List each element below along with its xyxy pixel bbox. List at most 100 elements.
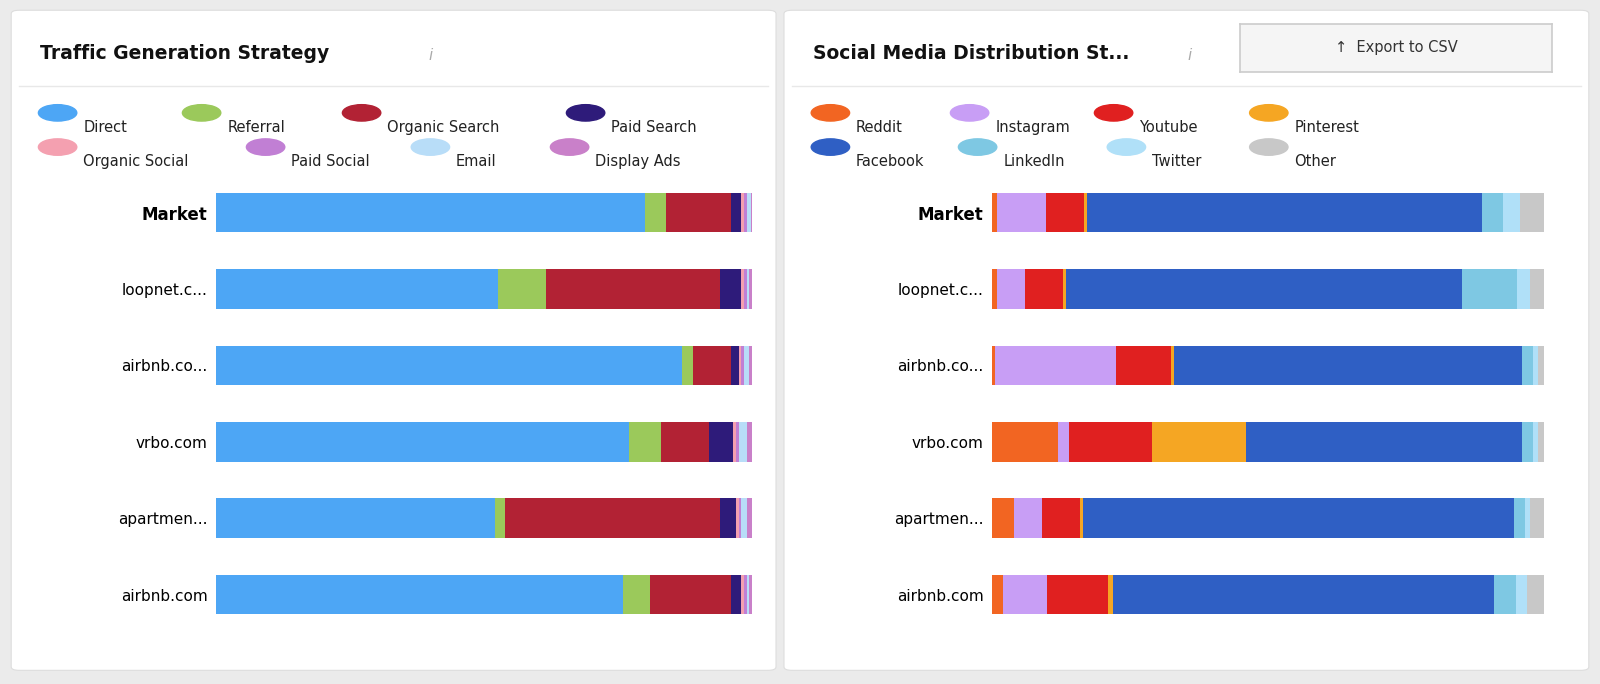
Bar <box>1114 575 1494 614</box>
Bar <box>1069 422 1152 462</box>
Bar <box>216 422 629 462</box>
Bar <box>1494 575 1517 614</box>
Bar <box>1520 193 1544 233</box>
Bar <box>709 422 733 462</box>
Bar <box>995 345 1117 385</box>
Bar <box>1048 575 1107 614</box>
Bar <box>1058 422 1069 462</box>
Bar <box>739 498 741 538</box>
Bar <box>733 422 736 462</box>
Bar <box>992 422 1058 462</box>
Text: Direct: Direct <box>83 120 126 135</box>
Bar <box>736 498 739 538</box>
Bar <box>546 269 720 309</box>
Bar <box>741 345 744 385</box>
Bar <box>741 269 744 309</box>
Text: Pinterest: Pinterest <box>1294 120 1360 135</box>
Bar <box>693 345 731 385</box>
Bar <box>661 422 709 462</box>
Bar <box>1525 498 1530 538</box>
Bar <box>997 269 1026 309</box>
Bar <box>731 575 741 614</box>
Text: Social Media Distribution St...: Social Media Distribution St... <box>813 44 1130 64</box>
Bar <box>747 269 749 309</box>
Bar <box>1517 269 1530 309</box>
Bar <box>741 498 747 538</box>
Bar <box>216 498 494 538</box>
Bar <box>992 345 995 385</box>
Bar <box>1504 193 1520 233</box>
Bar <box>1482 193 1504 233</box>
Bar <box>1462 269 1517 309</box>
Bar <box>739 345 741 385</box>
Text: ↑  Export to CSV: ↑ Export to CSV <box>1334 40 1458 55</box>
Bar <box>1152 422 1246 462</box>
Text: Paid Search: Paid Search <box>611 120 698 135</box>
Text: Other: Other <box>1294 154 1336 169</box>
Bar <box>645 193 666 233</box>
Bar <box>1522 345 1533 385</box>
Text: Instagram: Instagram <box>995 120 1070 135</box>
Bar <box>1522 422 1533 462</box>
Bar <box>749 269 752 309</box>
Bar <box>1246 422 1522 462</box>
Text: i: i <box>1187 48 1192 63</box>
Bar <box>739 422 747 462</box>
Bar <box>744 269 747 309</box>
Bar <box>216 345 682 385</box>
Text: Twitter: Twitter <box>1152 154 1202 169</box>
Bar <box>1174 345 1522 385</box>
Text: Organic Social: Organic Social <box>83 154 189 169</box>
Bar <box>1171 345 1174 385</box>
Bar <box>741 193 744 233</box>
Bar <box>216 575 624 614</box>
Bar <box>1107 575 1114 614</box>
Bar <box>629 422 661 462</box>
Bar <box>1066 269 1462 309</box>
Text: Youtube: Youtube <box>1139 120 1198 135</box>
Bar <box>1064 269 1066 309</box>
Bar <box>1117 345 1171 385</box>
Bar <box>720 498 736 538</box>
Bar <box>749 575 752 614</box>
Bar <box>624 575 650 614</box>
Text: Referral: Referral <box>227 120 285 135</box>
Bar <box>1014 498 1042 538</box>
Bar <box>1533 345 1539 385</box>
Bar <box>1003 575 1048 614</box>
Text: Traffic Generation Strategy: Traffic Generation Strategy <box>40 44 330 64</box>
Bar <box>744 575 747 614</box>
Bar <box>1080 498 1083 538</box>
Text: i: i <box>429 48 434 63</box>
Bar <box>216 269 498 309</box>
Bar <box>650 575 731 614</box>
Bar <box>747 422 752 462</box>
Text: Facebook: Facebook <box>856 154 925 169</box>
Text: Organic Search: Organic Search <box>387 120 499 135</box>
Text: Email: Email <box>456 154 496 169</box>
Bar <box>741 575 744 614</box>
Bar <box>744 193 747 233</box>
Bar <box>1085 193 1086 233</box>
Bar <box>1514 498 1525 538</box>
Bar <box>997 193 1046 233</box>
Bar <box>1086 193 1482 233</box>
Bar <box>1539 422 1544 462</box>
Bar <box>1539 345 1544 385</box>
Bar <box>1530 269 1544 309</box>
Bar <box>747 193 750 233</box>
Bar <box>747 575 749 614</box>
Bar <box>992 498 1014 538</box>
Bar <box>731 345 739 385</box>
Bar <box>498 269 546 309</box>
Bar <box>731 193 741 233</box>
Text: Display Ads: Display Ads <box>595 154 680 169</box>
Bar <box>666 193 731 233</box>
Bar <box>1530 498 1544 538</box>
Bar <box>744 345 749 385</box>
Bar <box>749 345 752 385</box>
Bar <box>1528 575 1544 614</box>
Text: Reddit: Reddit <box>856 120 902 135</box>
Bar <box>1533 422 1539 462</box>
Bar <box>1026 269 1064 309</box>
